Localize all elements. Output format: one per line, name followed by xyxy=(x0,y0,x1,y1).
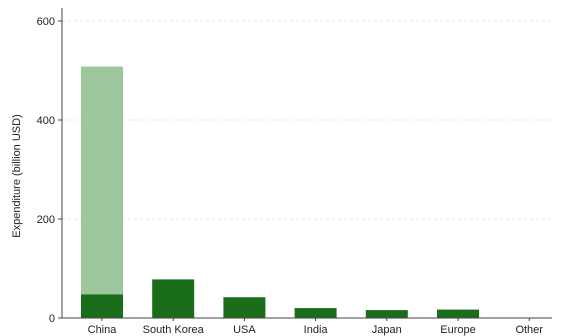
x-tick-label: Other xyxy=(515,324,543,336)
gridlines xyxy=(62,20,552,220)
x-tick-labels: China South Korea USA India Japan Europe Other xyxy=(88,324,544,336)
x-tick-label: India xyxy=(304,324,329,336)
bar-europe-base xyxy=(437,309,479,318)
x-tick-label: Japan xyxy=(372,324,402,336)
bar-china-upper xyxy=(81,66,123,295)
x-tick-label: USA xyxy=(233,324,256,336)
axes xyxy=(58,8,552,321)
y-tick-label: 600 xyxy=(37,16,55,28)
bar-usa-base xyxy=(223,297,266,318)
x-tick-label: China xyxy=(88,324,118,336)
y-tick-label: 200 xyxy=(37,214,55,226)
bar-india-base xyxy=(294,308,337,318)
y-tick-label: 0 xyxy=(49,313,55,325)
y-tick-label: 400 xyxy=(37,115,55,127)
bar-china-base xyxy=(81,294,123,318)
y-tick-labels: 0 200 400 600 xyxy=(37,16,55,325)
x-tick-label: Europe xyxy=(440,324,475,336)
bar-south-korea-base xyxy=(152,279,195,318)
bars xyxy=(81,66,551,318)
y-axis-title: Expenditure (billion USD) xyxy=(11,114,23,238)
bar-japan-base xyxy=(365,310,408,318)
x-tick-label: South Korea xyxy=(143,324,205,336)
